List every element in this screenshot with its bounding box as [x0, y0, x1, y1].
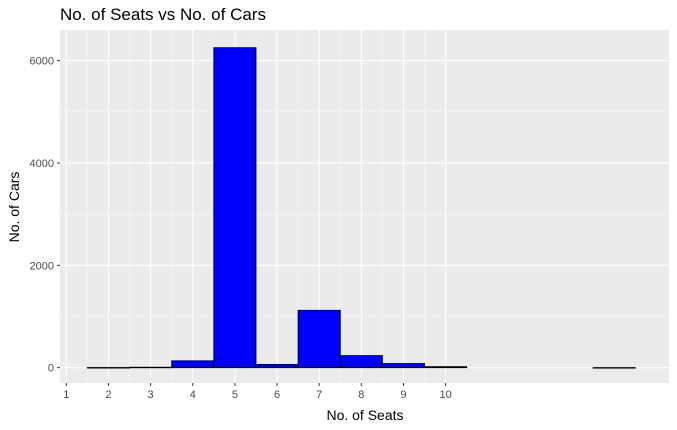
x-tick-label: 5: [232, 389, 238, 401]
minor-gridlines: [60, 30, 669, 383]
y-tick-label: 4000: [30, 158, 54, 170]
x-axis: 1 2 3 4 5 6 7 8 9 10: [63, 383, 452, 401]
x-tick-label: 4: [190, 389, 196, 401]
bar-seats-2: [86, 367, 130, 369]
bar-seats-7: [297, 309, 341, 369]
x-tick-label: 3: [148, 389, 154, 401]
chart-title: No. of Seats vs No. of Cars: [60, 5, 266, 24]
x-tick-label: 10: [440, 389, 452, 401]
x-tick-label: 9: [400, 389, 406, 401]
bar-seats-10: [424, 366, 468, 369]
bar-seats-14: [592, 367, 636, 369]
bars: [86, 47, 636, 369]
y-tick-label: 2000: [30, 260, 54, 272]
bar-seats-5: [213, 47, 257, 369]
y-axis-title: No. of Cars: [6, 172, 22, 243]
bar-seats-8: [339, 355, 383, 369]
x-tick-label: 8: [358, 389, 364, 401]
bar-seats-3: [129, 366, 173, 369]
x-tick-label: 2: [105, 389, 111, 401]
x-tick-label: 7: [316, 389, 322, 401]
plot-panel: [60, 30, 669, 383]
x-tick-label: 6: [274, 389, 280, 401]
bar-seats-9: [381, 363, 426, 369]
x-tick-label: 1: [63, 389, 69, 401]
y-axis: 0 2000 4000 6000: [30, 56, 60, 375]
bar-seats-4: [171, 360, 215, 369]
y-tick-label: 6000: [30, 56, 54, 68]
x-axis-title: No. of Seats: [326, 407, 403, 423]
y-tick-label: 0: [48, 363, 54, 375]
bar-seats-6: [255, 364, 299, 369]
